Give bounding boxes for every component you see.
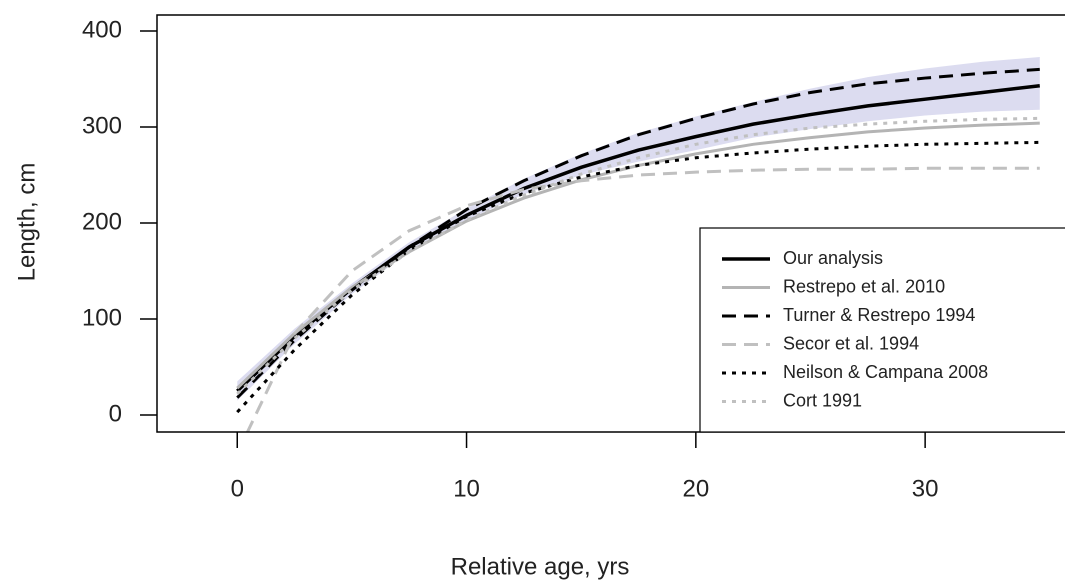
x-tick-label: 20 xyxy=(682,475,709,502)
legend-label: Cort 1991 xyxy=(783,390,862,410)
confidence-band xyxy=(237,56,1040,401)
plot-area xyxy=(236,56,1040,432)
y-axis-title: Length, cm xyxy=(13,163,40,282)
series-line xyxy=(236,140,1040,414)
x-tick-label: 0 xyxy=(231,475,244,502)
x-tick-label: 10 xyxy=(453,475,480,502)
y-tick-label: 0 xyxy=(109,400,122,427)
legend-label: Restrepo et al. 2010 xyxy=(783,276,945,296)
x-tick-label: 30 xyxy=(912,475,939,502)
legend-label: Turner & Restrepo 1994 xyxy=(783,305,975,325)
legend-label: Our analysis xyxy=(783,248,883,268)
y-tick-label: 200 xyxy=(82,208,122,235)
y-tick-label: 300 xyxy=(82,112,122,139)
series-line xyxy=(236,116,1040,395)
legend-label: Neilson & Campana 2008 xyxy=(783,362,988,382)
series-line xyxy=(236,67,1040,399)
legend: Our analysis Restrepo et al. 2010 Turner &… xyxy=(699,227,1065,433)
legend-label: Secor et al. 1994 xyxy=(783,333,919,353)
x-axis-title: Relative age, yrs xyxy=(451,553,630,580)
legend-box xyxy=(699,227,1065,433)
y-tick-label: 400 xyxy=(82,16,122,43)
y-tick-label: 100 xyxy=(82,304,122,331)
series-line xyxy=(245,166,1040,432)
